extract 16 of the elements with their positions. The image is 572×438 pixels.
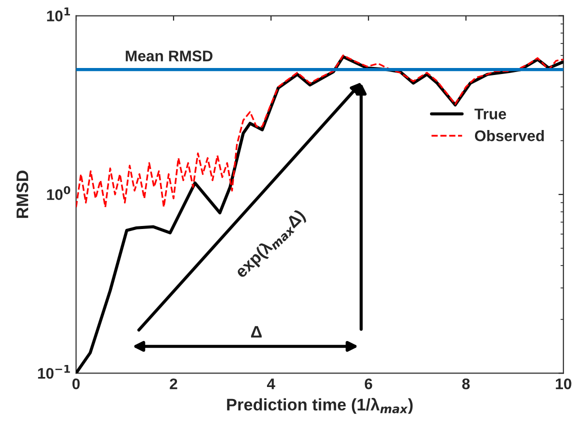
y-axis-title: RMSD bbox=[16, 170, 28, 218]
x-tick-label: 8 bbox=[462, 378, 470, 390]
annotation: Δ bbox=[251, 326, 262, 338]
legend-label: Observed bbox=[474, 130, 544, 142]
x-tick-label: 0 bbox=[72, 378, 80, 390]
annotation: exp(λ$_{max}$Δ) bbox=[234, 208, 308, 281]
x-tick-label: 2 bbox=[170, 378, 178, 390]
y-tick-label: 10$^{1}$ bbox=[47, 8, 70, 22]
x-tick-label: 10 bbox=[556, 378, 572, 390]
x-axis-title: Prediction time (1/λ$_{max}$) bbox=[227, 398, 413, 414]
x-tick-label: 6 bbox=[364, 378, 372, 390]
x-tick-label: 4 bbox=[266, 378, 276, 390]
ref-line-label: Mean RMSD bbox=[126, 50, 212, 62]
legend-label: True bbox=[474, 108, 506, 120]
y-tick-label: 10$^{0}$ bbox=[47, 186, 70, 200]
y-tick-label: 10$^{−1}$ bbox=[38, 364, 70, 379]
